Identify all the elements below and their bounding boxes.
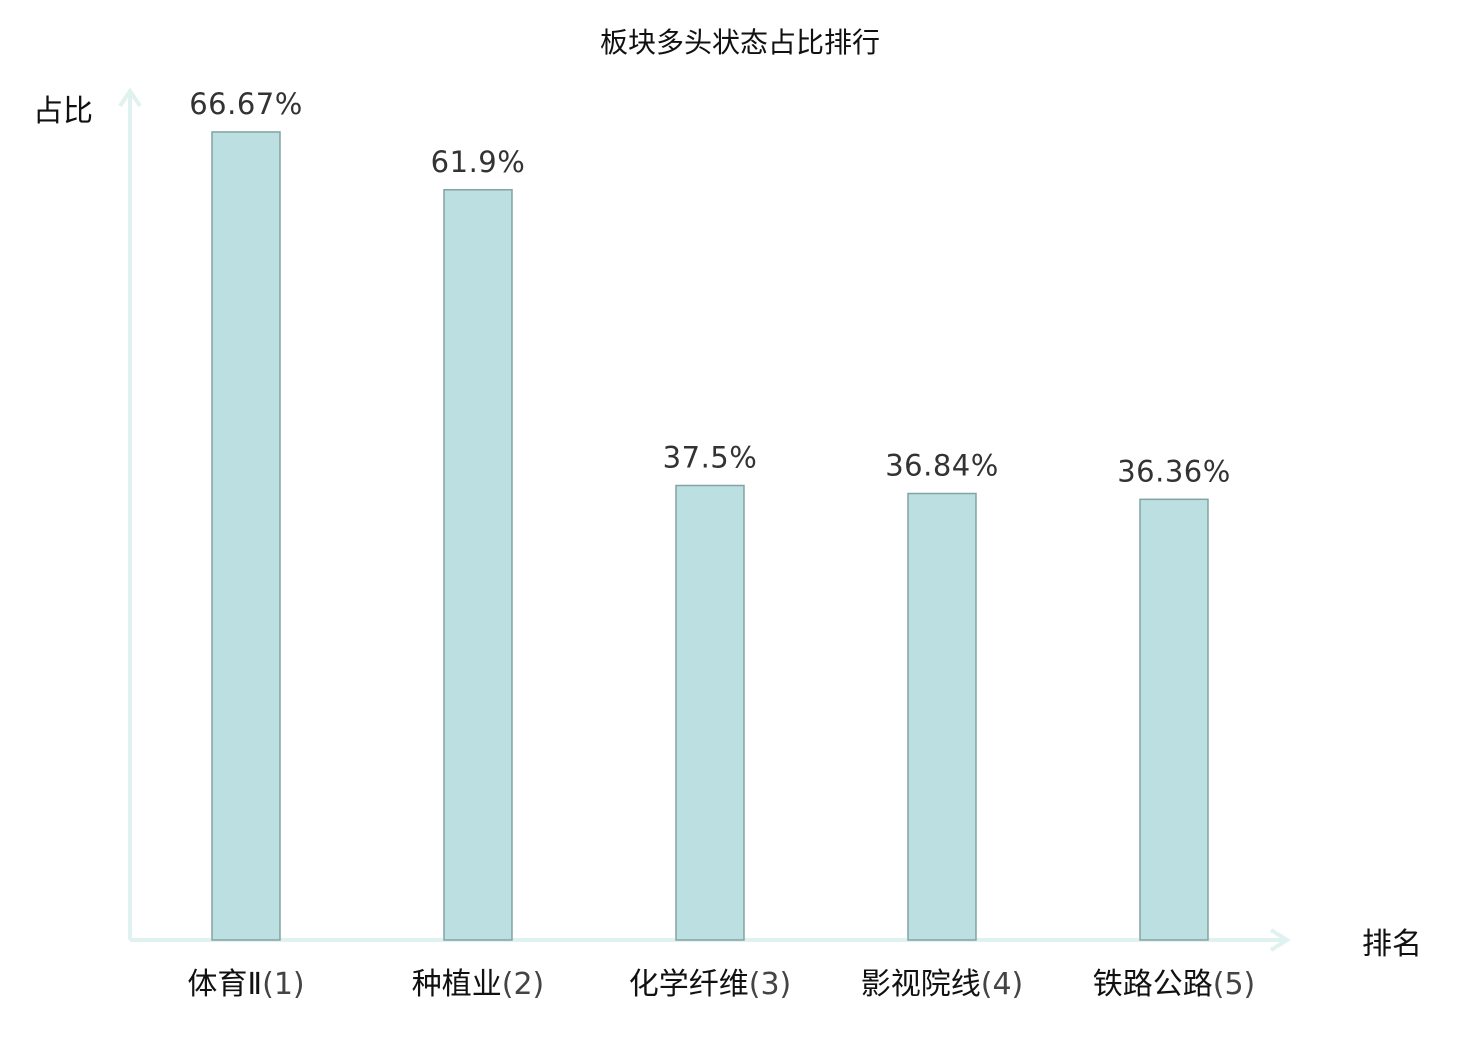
category-name-3: 化学纤维 — [629, 967, 749, 1002]
category-rank-1: (1) — [262, 967, 305, 1002]
category-name-2: 种植业 — [412, 967, 502, 1002]
category-rank-3: (3) — [749, 967, 792, 1002]
category-label-1: 体育Ⅱ(1) — [187, 967, 304, 1002]
value-label-2: 61.9% — [431, 145, 526, 179]
category-name-4: 影视院线 — [861, 967, 981, 1002]
y-axis-label: 占比 — [33, 94, 93, 129]
value-labels: 66.67% 61.9% 37.5% 36.84% 36.36% — [189, 87, 1231, 488]
bar-5 — [1139, 498, 1209, 941]
category-label-3: 化学纤维(3) — [629, 967, 792, 1002]
category-name-5: 铁路公路 — [1093, 967, 1213, 1002]
bar-1 — [211, 131, 281, 941]
value-label-3: 37.5% — [663, 441, 758, 475]
bar-4 — [907, 492, 977, 941]
bar-3 — [675, 484, 745, 941]
category-label-4: 影视院线(4) — [861, 967, 1024, 1002]
category-rank-5: (5) — [1213, 967, 1256, 1002]
chart-title: 板块多头状态占比排行 — [600, 26, 880, 59]
bar-2 — [443, 189, 513, 941]
category-label-2: 种植业(2) — [412, 967, 545, 1002]
bars — [211, 131, 1209, 941]
category-name-1: 体育Ⅱ — [187, 967, 262, 1002]
value-label-4: 36.84% — [885, 448, 999, 482]
category-rank-2: (2) — [502, 967, 545, 1002]
category-labels: 体育Ⅱ(1) 种植业(2) 化学纤维(3) 影视院线(4) 铁路公路(5) — [187, 967, 1255, 1002]
value-label-5: 36.36% — [1117, 454, 1231, 488]
y-axis — [118, 87, 142, 940]
category-label-5: 铁路公路(5) — [1093, 967, 1256, 1002]
category-rank-4: (4) — [981, 967, 1024, 1002]
x-axis-label: 排名 — [1362, 927, 1422, 962]
value-label-1: 66.67% — [189, 87, 303, 121]
